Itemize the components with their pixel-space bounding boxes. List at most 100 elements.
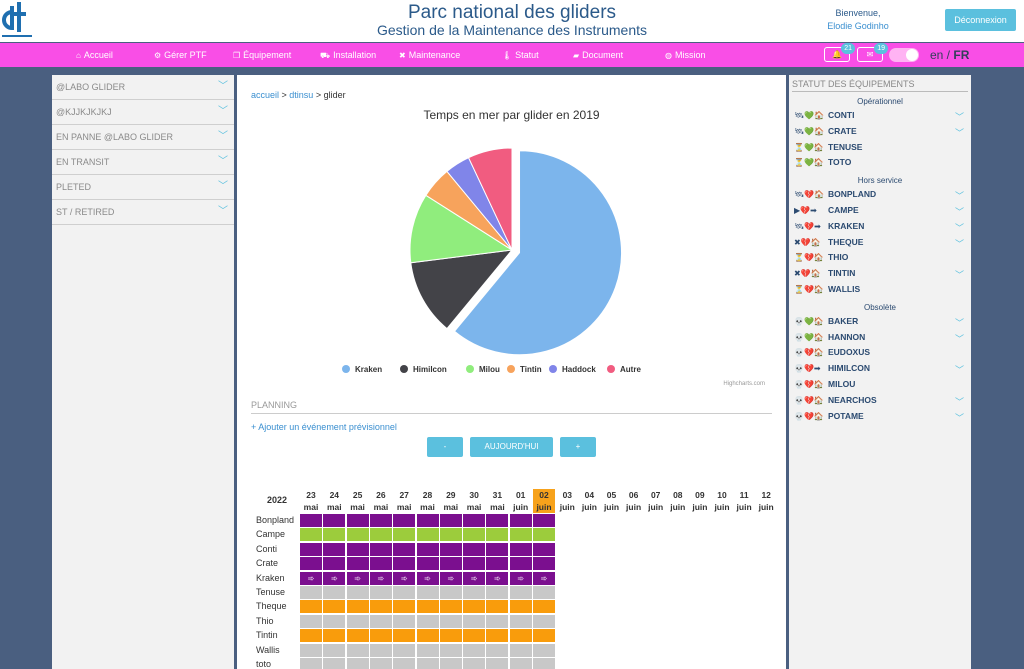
- planning-cell[interactable]: [416, 614, 439, 628]
- equipment-item-potame[interactable]: 💀💔🏠 POTAME ﹀: [794, 411, 966, 425]
- planning-cell[interactable]: [439, 658, 462, 669]
- planning-cell[interactable]: [463, 658, 486, 669]
- planning-cell[interactable]: [439, 629, 462, 643]
- equipment-item-thio[interactable]: ⏳💔🏠 THIO: [794, 252, 966, 266]
- planning-cell[interactable]: ➾: [533, 571, 555, 585]
- planning-cell[interactable]: ➾: [300, 571, 322, 585]
- planning-cell[interactable]: [533, 557, 555, 571]
- sidebar-item[interactable]: @LABO GLIDER ﹀: [52, 75, 234, 100]
- planning-cell[interactable]: [533, 542, 555, 556]
- user-name-link[interactable]: Elodie Godinho: [827, 21, 889, 31]
- planning-cell[interactable]: [533, 643, 555, 657]
- planning-cell[interactable]: [533, 629, 555, 643]
- planning-cell[interactable]: [416, 557, 439, 571]
- legend-item-autre[interactable]: Autre: [607, 365, 641, 374]
- chevron-down-icon[interactable]: ﹀: [954, 365, 964, 376]
- planning-cell[interactable]: [509, 643, 532, 657]
- planning-cell[interactable]: [439, 600, 462, 614]
- planning-cell[interactable]: [300, 557, 322, 571]
- planning-cell[interactable]: [369, 600, 392, 614]
- planning-cell[interactable]: [369, 528, 392, 542]
- planning-cell[interactable]: [346, 643, 369, 657]
- legend-item-tintin[interactable]: Tintin: [507, 365, 542, 374]
- planning-cell[interactable]: [300, 658, 322, 669]
- planning-cell[interactable]: [369, 658, 392, 669]
- planning-cell[interactable]: [346, 614, 369, 628]
- planning-cell[interactable]: [463, 586, 486, 599]
- chevron-down-icon[interactable]: ﹀: [954, 412, 964, 423]
- planning-cell[interactable]: ➾: [416, 571, 439, 585]
- planning-cell[interactable]: [346, 542, 369, 556]
- nav-item-statut[interactable]: 🌡 Statut: [502, 43, 539, 67]
- planning-cell[interactable]: [533, 586, 555, 599]
- planning-cell[interactable]: [533, 614, 555, 628]
- planning-cell[interactable]: [300, 542, 322, 556]
- planning-cell[interactable]: ➾: [369, 571, 392, 585]
- planning-cell[interactable]: [300, 528, 322, 542]
- planning-cell[interactable]: [509, 658, 532, 669]
- planning-cell[interactable]: [393, 514, 416, 527]
- planning-cell[interactable]: [300, 629, 322, 643]
- planning-cell[interactable]: [393, 528, 416, 542]
- equipment-item-milou[interactable]: 💀💔🏠 MILOU: [794, 379, 966, 393]
- planning-cell[interactable]: [323, 528, 346, 542]
- planning-cell[interactable]: ➾: [486, 571, 509, 585]
- planning-cell[interactable]: [486, 600, 509, 614]
- planning-cell[interactable]: [346, 658, 369, 669]
- sidebar-item[interactable]: ST / RETIRED ﹀: [52, 200, 234, 225]
- logout-button[interactable]: Déconnexion: [945, 9, 1016, 31]
- nav-item-maintenance[interactable]: ✖ Maintenance: [399, 43, 460, 67]
- planning-cell[interactable]: [300, 643, 322, 657]
- legend-item-haddock[interactable]: Haddock: [549, 365, 596, 374]
- planning-cell[interactable]: [346, 586, 369, 599]
- planning-cell[interactable]: [323, 658, 346, 669]
- equipment-item-bonpland[interactable]: 🛰💔🏠 BONPLAND ﹀: [794, 189, 966, 203]
- sidebar-item[interactable]: EN TRANSIT ﹀: [52, 150, 234, 175]
- planning-cell[interactable]: [463, 514, 486, 527]
- planning-cell[interactable]: [486, 643, 509, 657]
- planning-cell[interactable]: ➾: [439, 571, 462, 585]
- sidebar-item[interactable]: EN PANNE @LABO GLIDER ﹀: [52, 125, 234, 150]
- planning-cell[interactable]: [393, 557, 416, 571]
- planning-cell[interactable]: ➾: [463, 571, 486, 585]
- planning-cell[interactable]: [439, 586, 462, 599]
- today-button[interactable]: AUJOURD'HUI: [470, 437, 553, 457]
- legend-item-kraken[interactable]: Kraken: [342, 365, 382, 374]
- planning-cell[interactable]: [323, 586, 346, 599]
- planning-cell[interactable]: [533, 600, 555, 614]
- planning-cell[interactable]: [509, 557, 532, 571]
- planning-cell[interactable]: ➾: [346, 571, 369, 585]
- planning-cell[interactable]: [323, 600, 346, 614]
- lang-en-link[interactable]: en /: [930, 48, 951, 62]
- planning-cell[interactable]: ➾: [393, 571, 416, 585]
- equipment-item-baker[interactable]: 💀💚🏠 BAKER ﹀: [794, 316, 966, 330]
- equipment-item-hannon[interactable]: 💀💚🏠 HANNON ﹀: [794, 332, 966, 346]
- sidebar-item[interactable]: PLETED ﹀: [52, 175, 234, 200]
- next-button[interactable]: +: [560, 437, 596, 457]
- lang-fr-link[interactable]: FR: [953, 48, 970, 62]
- breadcrumb-home[interactable]: accueil: [251, 90, 280, 100]
- planning-cell[interactable]: ➾: [323, 571, 346, 585]
- chevron-down-icon[interactable]: ﹀: [954, 238, 964, 249]
- equipment-item-himilcon[interactable]: 💀💔➡ HIMILCON ﹀: [794, 363, 966, 377]
- planning-cell[interactable]: [416, 542, 439, 556]
- legend-item-milou[interactable]: Milou: [466, 365, 500, 374]
- planning-cell[interactable]: [369, 643, 392, 657]
- chart-credits[interactable]: Highcharts.com: [723, 381, 765, 387]
- planning-cell[interactable]: ➾: [509, 571, 532, 585]
- planning-cell[interactable]: [533, 528, 555, 542]
- pie-slice-milou[interactable]: [409, 194, 514, 264]
- nav-item-mission[interactable]: ◍ Mission: [665, 43, 706, 67]
- planning-cell[interactable]: [509, 542, 532, 556]
- equipment-item-campe[interactable]: ▶💔➡ CAMPE ﹀: [794, 205, 966, 219]
- planning-cell[interactable]: [486, 557, 509, 571]
- planning-cell[interactable]: [346, 557, 369, 571]
- planning-cell[interactable]: [486, 514, 509, 527]
- planning-cell[interactable]: [323, 643, 346, 657]
- planning-cell[interactable]: [393, 542, 416, 556]
- planning-cell[interactable]: [486, 629, 509, 643]
- equipment-item-conti[interactable]: 🛰💚🏠 CONTI ﹀: [794, 110, 966, 124]
- sidebar-item[interactable]: @KJJKJKJKJ ﹀: [52, 100, 234, 125]
- planning-cell[interactable]: [369, 586, 392, 599]
- planning-cell[interactable]: [393, 658, 416, 669]
